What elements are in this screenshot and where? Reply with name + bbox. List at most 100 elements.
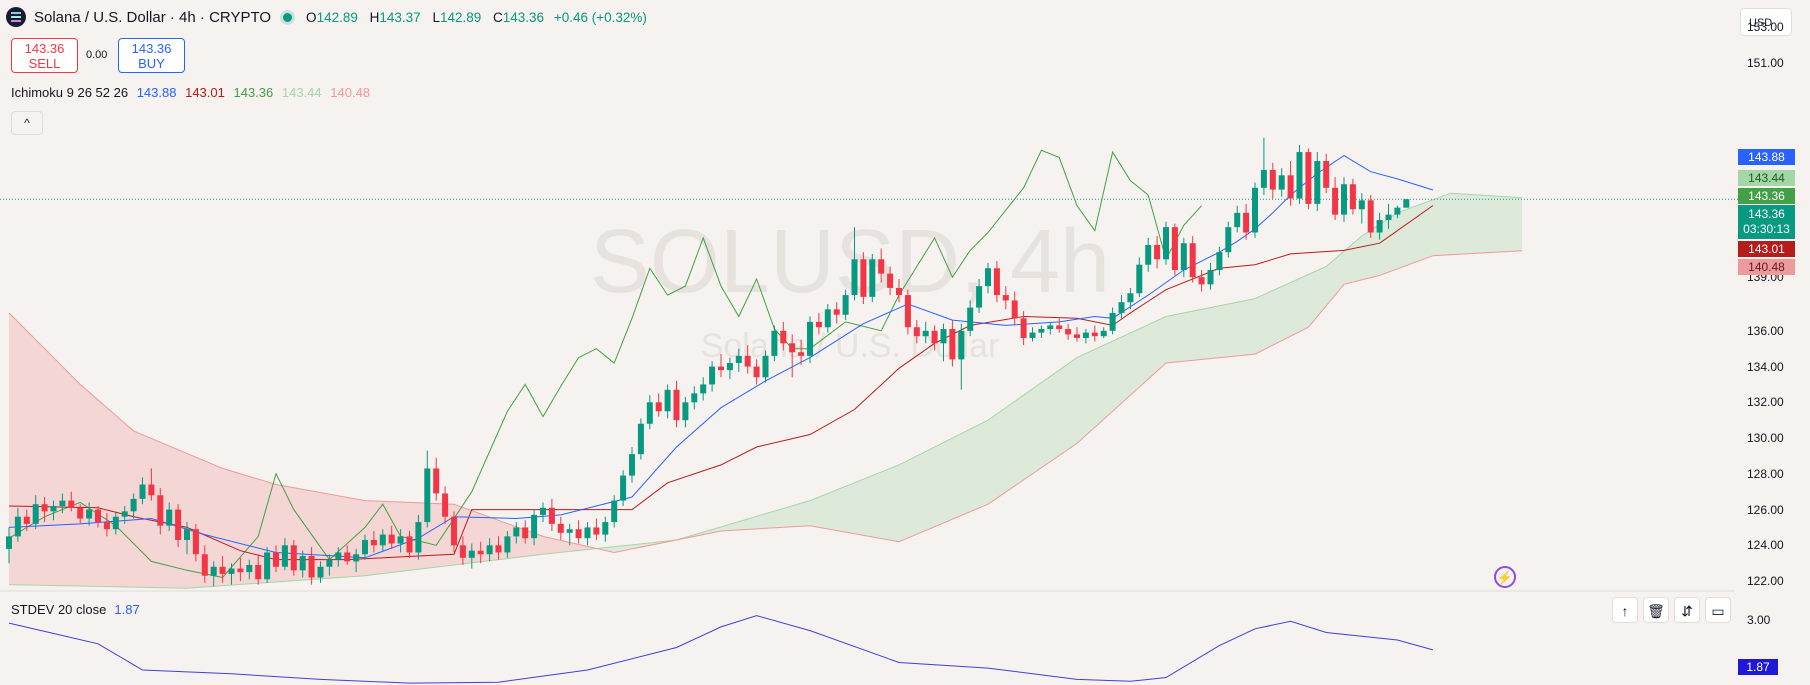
candle-body — [388, 534, 395, 544]
candle-body — [780, 330, 787, 344]
candle-body — [531, 514, 538, 539]
candle-body — [228, 568, 235, 574]
candle-body — [976, 286, 983, 308]
candle-body — [584, 527, 591, 539]
candle-body — [664, 389, 671, 412]
price-axis-tick: 126.00 — [1747, 502, 1784, 517]
maximize-pane-button[interactable]: ▭ — [1705, 597, 1731, 623]
candle-body — [50, 505, 57, 512]
stdev-legend[interactable]: STDEV 20 close 1.87 — [11, 602, 140, 617]
candle-body — [344, 552, 351, 562]
candle-body — [255, 564, 262, 580]
candle-body — [317, 566, 324, 578]
candle-body — [184, 529, 190, 540]
candle-body — [629, 454, 635, 476]
candle-body — [922, 330, 929, 337]
candle-body — [433, 468, 440, 494]
candle-body — [620, 475, 627, 501]
candle-body — [931, 330, 938, 344]
candle-body — [264, 552, 271, 580]
candle-body — [370, 539, 377, 546]
stdev-series-line — [8, 615, 1434, 684]
solana-logo-icon — [6, 7, 26, 27]
candle-body — [1367, 200, 1374, 233]
move-pane-up-button[interactable]: ↑ — [1612, 597, 1638, 623]
candle-body — [860, 259, 867, 297]
candle-body — [709, 366, 716, 385]
lead-span-b-line — [8, 250, 1523, 554]
candle-body — [1100, 330, 1107, 337]
candle-body — [1243, 212, 1250, 233]
candle-body — [949, 329, 956, 360]
candle-body — [1074, 334, 1080, 338]
candle-body — [824, 309, 831, 328]
candle-body — [940, 329, 947, 344]
candle-body — [14, 516, 21, 537]
candle-body — [851, 259, 858, 296]
delete-pane-button[interactable]: 🗑 — [1643, 597, 1669, 623]
candle-body — [833, 309, 840, 315]
candle-body — [726, 362, 733, 371]
ichimoku-legend[interactable]: Ichimoku 9 26 52 26 143.88 143.01 143.36… — [11, 85, 371, 100]
candle-body — [1234, 212, 1241, 228]
candle-body — [1136, 264, 1143, 294]
watermark-symbol: SOLUSD, 4h — [590, 212, 1110, 312]
collapse-legend-button[interactable]: ^ — [11, 111, 43, 135]
candle-body — [95, 509, 101, 523]
buy-button[interactable]: 143.36 BUY — [118, 38, 185, 73]
candle-body — [1287, 175, 1294, 199]
candle-body — [887, 273, 894, 288]
candle-body — [130, 498, 137, 512]
candle-body — [210, 566, 217, 576]
market-status-icon[interactable] — [283, 12, 293, 22]
candle-body — [718, 366, 724, 371]
candle-body — [121, 511, 128, 517]
candle-body — [397, 536, 404, 544]
price-axis-tick: 124.00 — [1747, 538, 1784, 553]
candle-body — [495, 545, 502, 553]
candle-body — [1020, 318, 1027, 338]
candle-body — [1171, 227, 1178, 271]
candle-body — [273, 552, 279, 567]
candle-body — [1358, 200, 1365, 210]
candle-body — [362, 539, 368, 555]
candle-body — [967, 307, 974, 331]
candles — [6, 137, 1410, 587]
collapse-pane-button[interactable]: ⇵ — [1674, 597, 1700, 623]
spread-value: 0.00 — [86, 49, 108, 61]
candle-body — [958, 330, 965, 360]
candle-body — [1091, 332, 1098, 337]
price-axis-tick: 151.00 — [1747, 55, 1784, 70]
candle-body — [1011, 300, 1018, 319]
symbol-title[interactable]: Solana / U.S. Dollar · 4h · CRYPTO — [34, 8, 272, 26]
candle-body — [468, 550, 475, 558]
candle-body — [1296, 152, 1303, 199]
lagging-span-line — [8, 149, 1202, 579]
candle-body — [326, 559, 333, 567]
candle-body — [1332, 187, 1339, 215]
candle-body — [1341, 184, 1347, 215]
lightning-icon[interactable]: ⚡ — [1494, 566, 1516, 588]
candle-body — [103, 522, 110, 530]
candle-body — [68, 500, 75, 508]
candle-body — [682, 402, 689, 421]
candle-body — [1056, 325, 1063, 330]
candle-body — [557, 523, 564, 533]
conversion-price-tag: 143.88 — [1738, 149, 1795, 165]
candle-body — [299, 556, 306, 571]
candle-body — [335, 552, 342, 560]
candle-body — [1065, 329, 1072, 335]
candle-body — [1118, 302, 1125, 313]
candle-body — [1349, 184, 1356, 210]
candle-body — [522, 527, 529, 539]
candle-body — [112, 516, 119, 530]
currency-select[interactable]: USD — [1740, 8, 1792, 36]
lead1-price-tag: 143.44 — [1738, 170, 1795, 186]
sell-button[interactable]: 143.36 SELL — [11, 38, 78, 73]
candle-body — [540, 507, 546, 515]
stdev-line — [8, 615, 1434, 684]
candle-body — [1403, 199, 1410, 208]
candle-body — [993, 268, 1000, 296]
candle-body — [23, 516, 30, 524]
